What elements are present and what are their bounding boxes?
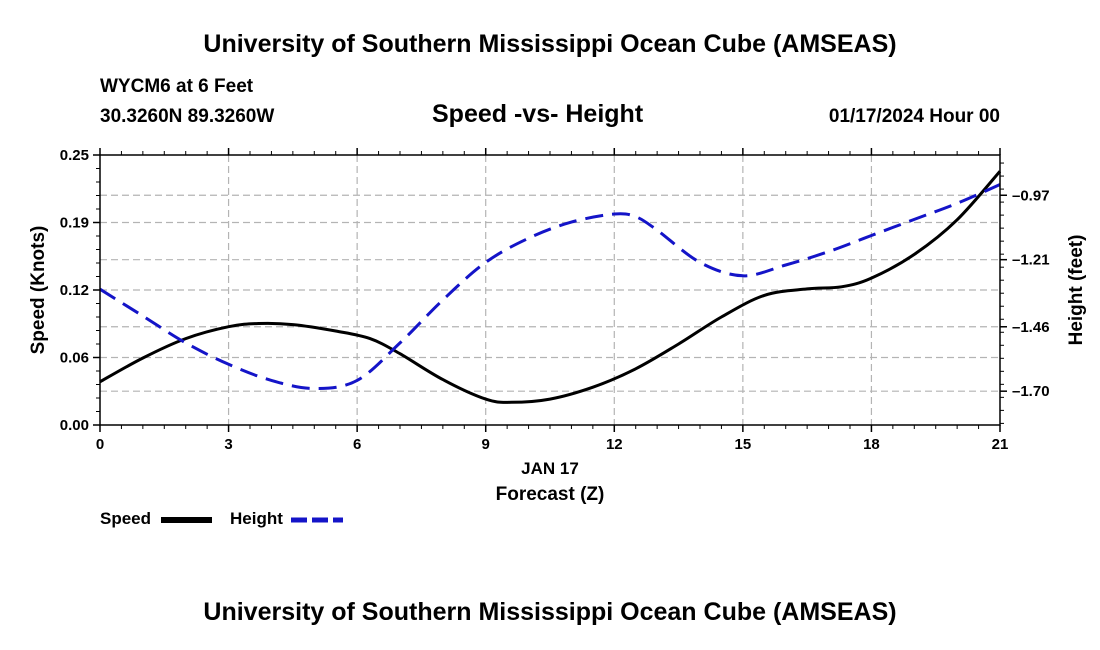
x-tick-label: 15: [735, 436, 752, 453]
left-tick-label: 0.00: [60, 417, 89, 434]
axis-labels: 0 3 6 9 12 15 18 21 0.00 0.06 0.12 0.19 0.25 –0.97 –1.…: [28, 147, 1087, 505]
x-tick-label: 12: [606, 436, 623, 453]
legend-height-label: Height: [230, 509, 283, 528]
x-axis-date: JAN 17: [521, 459, 579, 478]
right-tick-label: –0.97: [1012, 187, 1050, 204]
right-tick-label: –1.46: [1012, 319, 1050, 336]
station-coordinates: 30.3260N 89.3260W: [100, 106, 275, 127]
axis-ticks: [93, 148, 1007, 432]
right-tick-label: –1.21: [1012, 252, 1050, 269]
plot-title: Speed -vs- Height: [432, 100, 644, 128]
x-tick-label: 0: [96, 436, 104, 453]
station-label: WYCM6 at 6 Feet: [100, 76, 254, 97]
legend-speed-label: Speed: [100, 509, 152, 528]
x-axis-title: Forecast (Z): [496, 484, 605, 505]
chart-title: University of Southern Mississippi Ocean…: [203, 30, 897, 58]
height-series-line: [99, 183, 1001, 390]
left-axis-title: Speed (Knots): [28, 226, 49, 355]
x-tick-label: 9: [482, 436, 490, 453]
footer-title: University of Southern Mississippi Ocean…: [203, 598, 897, 626]
series-lines: [99, 170, 1002, 404]
left-tick-label: 0.25: [60, 147, 89, 164]
x-tick-label: 6: [353, 436, 361, 453]
left-tick-label: 0.12: [60, 282, 89, 299]
right-tick-label: –1.70: [1012, 383, 1050, 400]
right-axis-title: Height (feet): [1066, 235, 1087, 346]
x-tick-label: 21: [992, 436, 1009, 453]
grid-lines: [100, 155, 1000, 425]
x-tick-label: 3: [224, 436, 232, 453]
forecast-date-hour: 01/17/2024 Hour 00: [828, 106, 1000, 127]
speed-series-line: [99, 170, 1002, 404]
left-tick-label: 0.06: [60, 350, 89, 367]
x-tick-label: 18: [863, 436, 880, 453]
left-tick-label: 0.19: [60, 215, 89, 232]
